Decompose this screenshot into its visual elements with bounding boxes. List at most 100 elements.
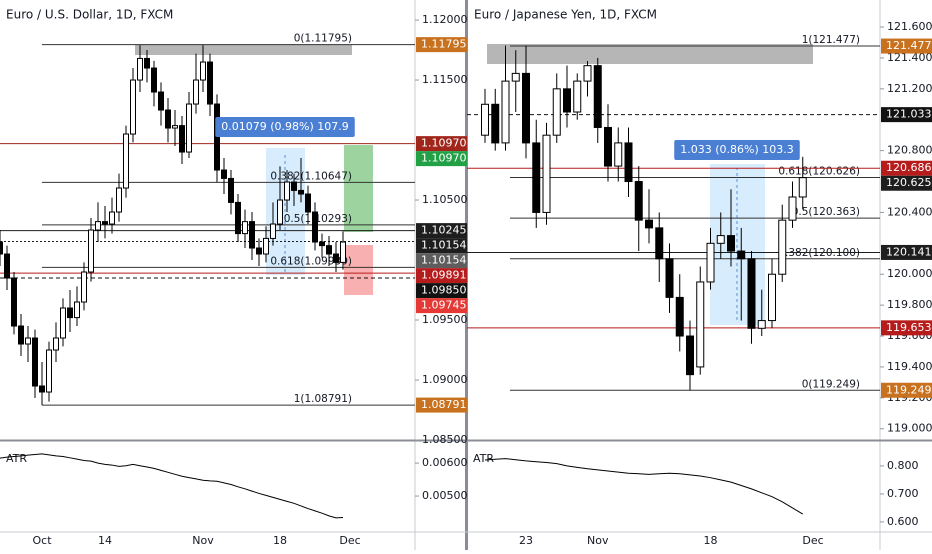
price-tag bbox=[881, 175, 932, 191]
measure-box bbox=[674, 140, 800, 160]
candle-body bbox=[228, 177, 234, 203]
candle-body bbox=[53, 337, 59, 351]
candle-body bbox=[144, 57, 150, 69]
candle-body bbox=[158, 91, 164, 111]
candle-body bbox=[655, 227, 664, 260]
y-tick-label: 119.000 bbox=[887, 422, 932, 435]
price-tag bbox=[881, 38, 932, 54]
price-tag bbox=[416, 268, 467, 284]
candle-body bbox=[165, 109, 171, 129]
candle-body bbox=[263, 237, 269, 255]
candle-body bbox=[542, 134, 551, 213]
candle-body bbox=[788, 196, 797, 221]
fib-label: 1(121.477) bbox=[802, 34, 860, 46]
y-tick-label: 1.08500 bbox=[422, 433, 468, 446]
price-tag-label: 120.141 bbox=[886, 245, 932, 258]
candle-body bbox=[319, 241, 325, 247]
candle-body bbox=[511, 72, 520, 82]
chart-title: Euro / U.S. Dollar, 1D, FXCM bbox=[6, 8, 173, 22]
y-tick-label: 1.12000 bbox=[422, 13, 468, 26]
candle-body bbox=[532, 142, 541, 213]
candle-body bbox=[333, 253, 339, 263]
price-tag-label: 1.11795 bbox=[421, 38, 467, 51]
candle-body bbox=[706, 242, 715, 283]
candle-body bbox=[18, 325, 24, 345]
price-tag-label: 119.653 bbox=[886, 321, 932, 334]
candle-body bbox=[130, 79, 136, 135]
price-tag-label: 121.477 bbox=[886, 39, 932, 52]
candle-body bbox=[284, 181, 290, 201]
fib-label: 0.382(1.10647) bbox=[270, 170, 352, 182]
candle-body bbox=[768, 273, 776, 322]
candle-body bbox=[696, 281, 705, 368]
price-tag bbox=[416, 151, 467, 167]
loss-zone bbox=[344, 245, 373, 295]
candle-body bbox=[193, 79, 199, 105]
candle-body bbox=[207, 61, 213, 105]
candle-body bbox=[798, 177, 807, 198]
fib-label: 1(1.08791) bbox=[294, 393, 352, 405]
candle-body bbox=[573, 80, 582, 113]
y-tick-label: 120.000 bbox=[887, 267, 932, 280]
price-tag bbox=[881, 320, 932, 336]
candle-body bbox=[604, 126, 612, 167]
price-tag-label: 120.686 bbox=[886, 161, 932, 174]
y-tick-label: 121.400 bbox=[887, 51, 932, 64]
y-tick-label: 0.00500 bbox=[422, 489, 468, 502]
x-tick-label: Nov bbox=[587, 534, 609, 547]
candle-body bbox=[727, 235, 735, 252]
price-tag-label: 1.08791 bbox=[421, 398, 467, 411]
price-tag-label: 1.09745 bbox=[421, 299, 467, 312]
candle-body bbox=[298, 189, 304, 195]
price-tag bbox=[881, 107, 932, 123]
fib-label: 0.5(120.363) bbox=[792, 206, 860, 218]
candle-body bbox=[109, 211, 115, 225]
candle-body bbox=[186, 103, 192, 153]
indicator-line bbox=[0, 453, 344, 519]
fib-label: 0.618(120.626) bbox=[778, 166, 860, 178]
measure-label: 1.033 (0.86%) 103.3 bbox=[680, 143, 794, 156]
price-tag bbox=[416, 37, 467, 53]
candle-body bbox=[291, 181, 297, 191]
candle-body bbox=[11, 277, 17, 327]
y-tick-label: 119.800 bbox=[887, 298, 932, 311]
measure-label: 0.01079 (0.98%) 107.9 bbox=[221, 120, 349, 133]
price-tag bbox=[416, 397, 467, 413]
y-tick-label: 120.400 bbox=[887, 205, 932, 218]
candle-body bbox=[747, 258, 756, 329]
candle-body bbox=[340, 241, 346, 263]
candle-body bbox=[235, 201, 241, 235]
x-tick-label: Dec bbox=[339, 534, 360, 547]
price-tag bbox=[416, 223, 467, 239]
y-tick-label: 121.600 bbox=[887, 20, 932, 33]
price-tag bbox=[416, 253, 467, 269]
price-tag bbox=[416, 238, 467, 254]
price-tag-label: 1.10154 bbox=[421, 254, 467, 267]
price-tag-label: 120.625 bbox=[886, 176, 932, 189]
candle-body bbox=[74, 301, 80, 319]
supply-zone bbox=[487, 44, 813, 64]
candle-body bbox=[563, 88, 571, 113]
candle-body bbox=[665, 258, 674, 298]
price-tag bbox=[881, 160, 932, 176]
candle-body bbox=[624, 142, 633, 183]
candle-body bbox=[312, 211, 318, 243]
candle-body bbox=[32, 337, 38, 387]
x-tick-label: 18 bbox=[273, 534, 287, 547]
indicator-name: ATR bbox=[473, 452, 494, 465]
candle-body bbox=[67, 307, 73, 319]
y-tick-label: 119.400 bbox=[887, 360, 932, 373]
candle-body bbox=[102, 221, 108, 225]
y-tick-label: 1.09000 bbox=[422, 373, 468, 386]
candle-body bbox=[88, 229, 94, 273]
price-tag bbox=[881, 244, 932, 260]
candle-body bbox=[137, 57, 143, 81]
candle-body bbox=[778, 219, 787, 275]
y-tick-label: 0.800 bbox=[887, 459, 919, 472]
price-tag-label: 1.09891 bbox=[421, 269, 467, 282]
candle-body bbox=[686, 335, 694, 376]
candle-body bbox=[481, 103, 489, 136]
fib-label: 0(119.249) bbox=[802, 378, 860, 390]
